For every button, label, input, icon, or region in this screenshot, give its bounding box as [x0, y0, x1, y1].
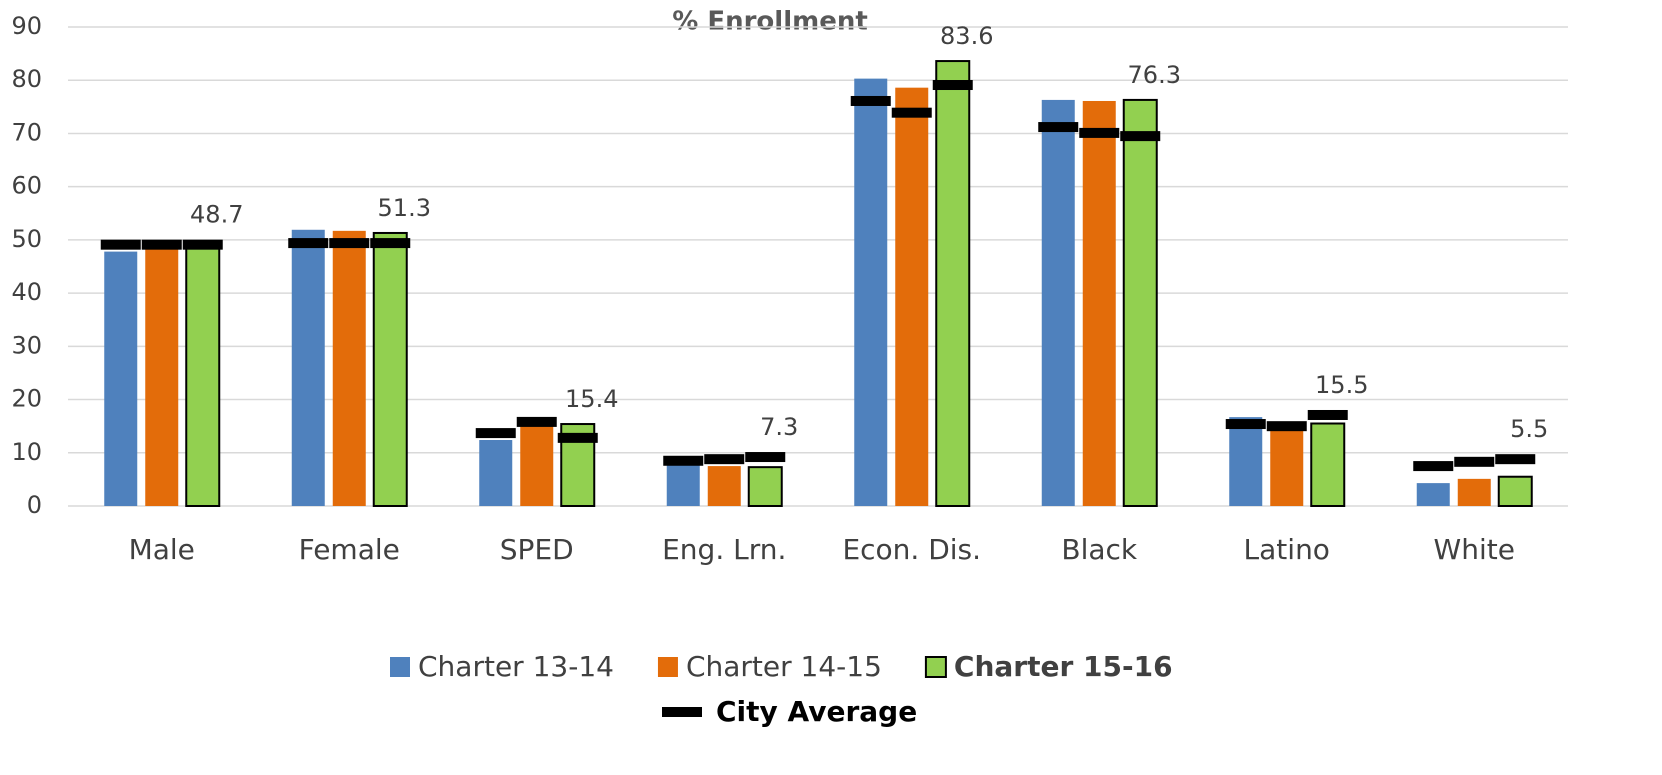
x-tick-label: Eng. Lrn. [662, 533, 786, 566]
bar [479, 440, 513, 506]
city-average-marker [1454, 456, 1495, 467]
x-tick-label: Black [1061, 533, 1138, 566]
bar [666, 465, 700, 506]
city-average-marker [100, 239, 141, 250]
city-average-marker [557, 432, 598, 443]
x-tick-label: SPED [500, 533, 574, 566]
legend-swatch [390, 657, 410, 677]
y-tick-label: 90 [11, 12, 42, 40]
bar [520, 423, 554, 506]
bar [895, 87, 929, 506]
data-label: 15.4 [565, 385, 618, 413]
bar [372, 231, 408, 507]
legend-swatch [657, 657, 678, 677]
bar [1310, 422, 1346, 507]
city-average-marker [932, 80, 973, 91]
y-tick-label: 30 [11, 331, 42, 359]
city-average-marker [1266, 421, 1307, 432]
bar [185, 245, 221, 508]
y-tick-label: 40 [11, 278, 42, 306]
city-average-marker [1495, 454, 1536, 465]
city-average-marker [663, 455, 704, 466]
data-label: 76.3 [1128, 61, 1181, 89]
x-tick-label: White [1434, 533, 1515, 566]
city-average-marker [745, 452, 786, 463]
x-tick-label: Econ. Dis. [842, 533, 981, 566]
legend-label: Charter 13-14 [418, 650, 614, 683]
y-tick-label: 20 [11, 385, 42, 413]
bar [1082, 100, 1116, 507]
bar [145, 246, 179, 506]
data-label: 48.7 [190, 201, 243, 229]
bar [291, 229, 325, 506]
city-average-marker [370, 238, 411, 249]
bar [854, 78, 888, 507]
x-tick-label: Female [299, 533, 400, 566]
city-average-marker [1038, 122, 1079, 133]
bar [1229, 417, 1263, 506]
bar [1041, 99, 1075, 507]
y-tick-label: 0 [27, 491, 42, 519]
bar [1122, 98, 1158, 507]
data-label: 51.3 [378, 194, 431, 222]
city-average-marker [891, 107, 932, 118]
chart-title: % Enrollment [672, 7, 868, 37]
legend-label: Charter 15-16 [954, 650, 1173, 683]
legend-swatch [662, 707, 702, 717]
bar [1270, 425, 1304, 506]
city-average-marker [1307, 409, 1348, 420]
city-average-marker [704, 454, 745, 465]
bar [935, 60, 971, 507]
legend-swatch [924, 656, 947, 678]
city-average-marker [182, 239, 223, 250]
y-tick-label: 80 [11, 65, 42, 93]
data-label: 15.5 [1315, 371, 1368, 399]
y-tick-label: 70 [11, 118, 42, 146]
city-average-marker [288, 238, 329, 249]
city-average-marker [329, 238, 370, 249]
bar [747, 466, 783, 507]
bar [332, 230, 366, 506]
city-average-marker [516, 416, 557, 427]
x-tick-label: Male [129, 533, 195, 566]
city-average-marker [1079, 127, 1120, 138]
y-tick-label: 50 [11, 225, 42, 253]
city-average-marker [475, 428, 516, 439]
city-average-marker [1225, 419, 1266, 430]
bar [1457, 478, 1491, 506]
data-label: 5.5 [1510, 415, 1548, 443]
bar [104, 251, 138, 506]
city-average-marker [1413, 461, 1454, 472]
city-average-marker [1120, 131, 1161, 142]
bar [707, 466, 741, 506]
bar [1416, 483, 1450, 506]
x-tick-label: Latino [1244, 533, 1330, 566]
city-average-marker [141, 239, 182, 250]
data-label: 83.6 [940, 22, 993, 50]
legend-label: Charter 14-15 [686, 650, 882, 683]
legend-label: City Average [716, 695, 917, 728]
y-tick-label: 60 [11, 172, 42, 200]
data-label: 7.3 [760, 413, 798, 441]
y-tick-label: 10 [11, 438, 42, 466]
bar [1497, 475, 1533, 508]
city-average-marker [850, 95, 891, 106]
